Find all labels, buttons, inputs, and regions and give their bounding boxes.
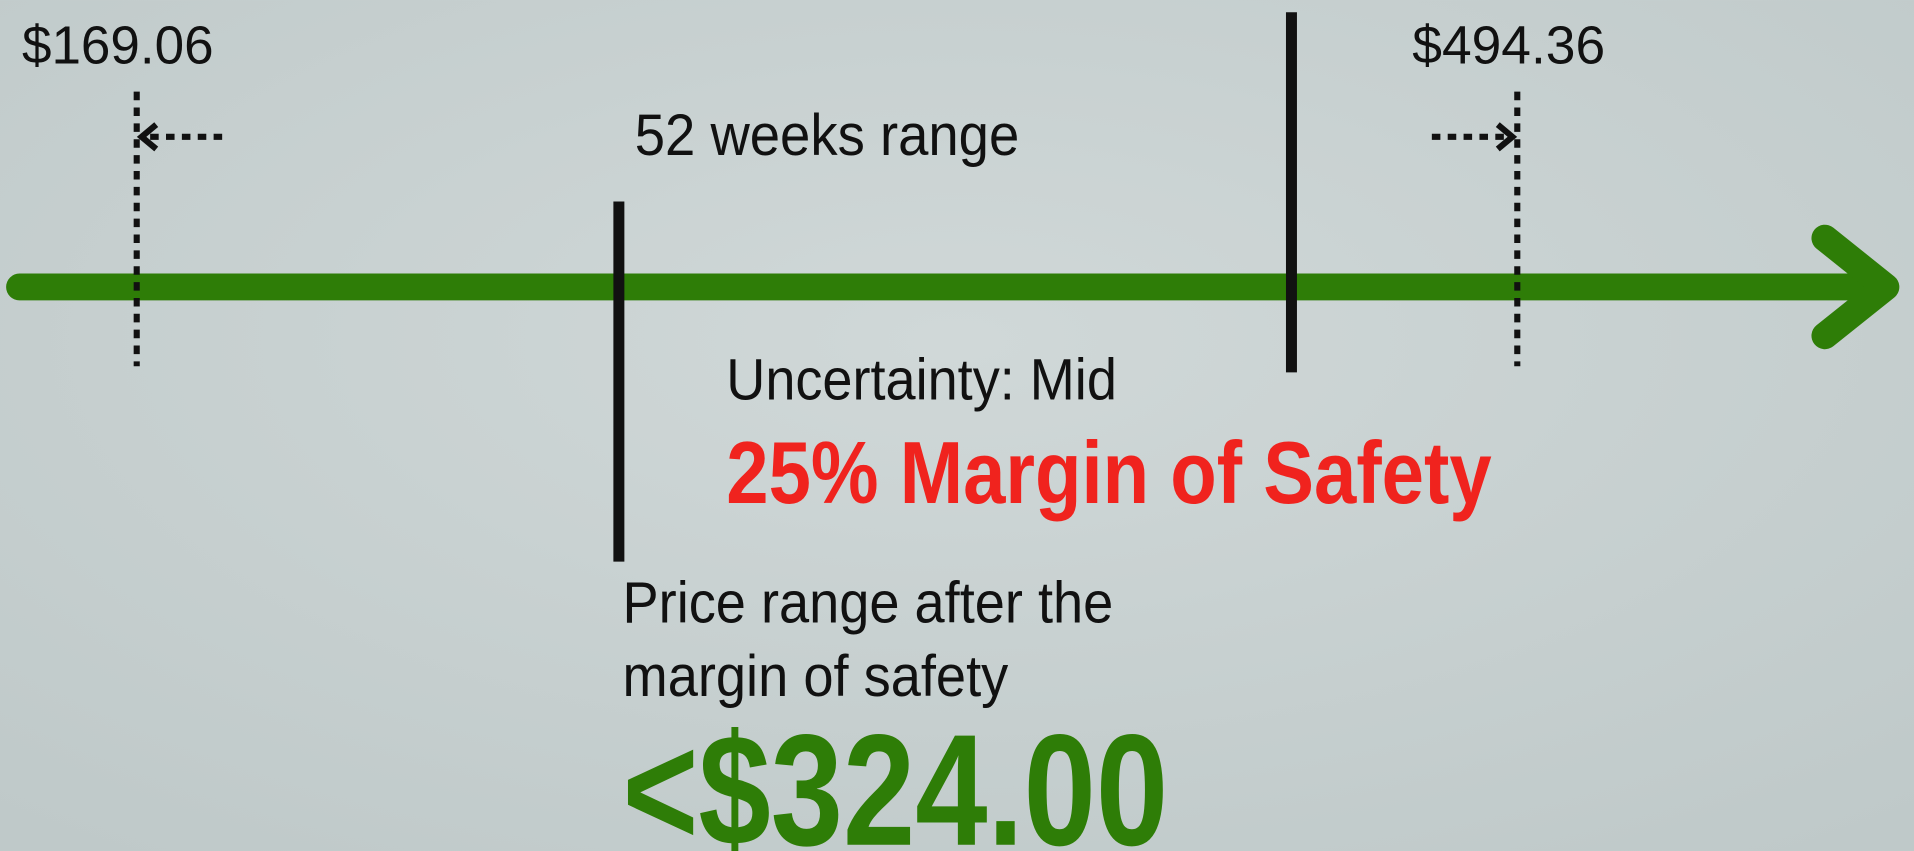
high-pointer-head: [1495, 122, 1518, 152]
axis-arrowhead: [1811, 224, 1900, 350]
price-note-line: Price range after the: [623, 571, 1114, 636]
margin-of-safety: 25% Margin of Safety: [726, 423, 1491, 522]
high-price: $494.36: [1412, 16, 1605, 76]
low-pointer-head: [136, 122, 159, 152]
low-price: $169.06: [22, 16, 214, 76]
price-note-line: margin of safety: [623, 644, 1009, 709]
target-price: <$324.00: [623, 701, 1169, 851]
uncertainty: Uncertainty: Mid: [726, 347, 1117, 412]
range-label: 52 weeks range: [635, 103, 1020, 168]
